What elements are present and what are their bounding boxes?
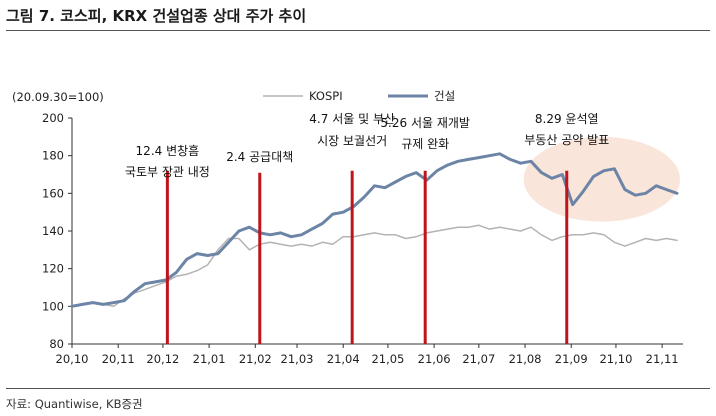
x-tick-label: 21,11 (646, 352, 679, 366)
event-annotation: 12.4 변창흠 (136, 144, 200, 158)
highlight-ellipse (523, 136, 681, 222)
x-tick-label: 21,01 (193, 352, 226, 366)
event-annotation: 규제 완화 (401, 137, 449, 151)
source-note: 자료: Quantiwise, KB증권 (6, 397, 143, 411)
title-divider (6, 30, 710, 31)
legend-kospi-label: KOSPI (309, 89, 343, 103)
x-tick-label: 20,11 (102, 352, 135, 366)
construction-series-line (70, 152, 679, 308)
kospi-series-line (71, 224, 678, 308)
event-annotation: 부동산 공약 발표 (524, 132, 609, 147)
event-annotation: 5.26 서울 재개발 (380, 116, 470, 130)
y-axis-unit-label: (20.09.30=100) (12, 90, 104, 104)
figure-title: 그림 7. 코스피, KRX 건설업종 상대 주가 추이 (6, 7, 307, 25)
x-tick-label: 20,10 (56, 352, 89, 366)
x-tick-label: 21,08 (509, 352, 542, 366)
y-tick-label: 200 (42, 111, 64, 125)
y-tick-label: 120 (42, 262, 64, 276)
y-tick-label: 160 (42, 186, 64, 200)
x-tick-label: 21,09 (555, 352, 588, 366)
y-tick-label: 100 (42, 299, 64, 313)
x-tick-label: 21,04 (327, 352, 360, 366)
x-tick-label: 21,06 (418, 352, 451, 366)
x-tick-label: 21,02 (239, 352, 272, 366)
event-annotation: 4.7 서울 및 부산 (309, 112, 395, 126)
x-tick-label: 21,10 (599, 352, 632, 366)
y-tick-label: 80 (49, 337, 64, 351)
legend-construction-label: 건설 (434, 89, 455, 103)
event-annotation: 국토부 장관 내정 (125, 165, 210, 179)
x-tick-label: 21,03 (281, 352, 314, 366)
event-annotation: 시장 보궐선거 (317, 134, 387, 148)
y-tick-label: 180 (42, 149, 64, 163)
event-annotation: 8.29 윤석열 (535, 112, 599, 126)
x-tick-label: 20,12 (146, 352, 179, 366)
relative-price-chart: 80 100 120 140 160 180 200 (20.09.30=100) 20,10 2… (12, 89, 683, 366)
source-divider (6, 388, 710, 389)
y-tick-label: 140 (42, 224, 64, 238)
x-tick-label: 21,05 (371, 352, 404, 366)
event-annotation: 2.4 공급대책 (226, 149, 293, 164)
x-tick-label: 21,07 (462, 352, 495, 366)
